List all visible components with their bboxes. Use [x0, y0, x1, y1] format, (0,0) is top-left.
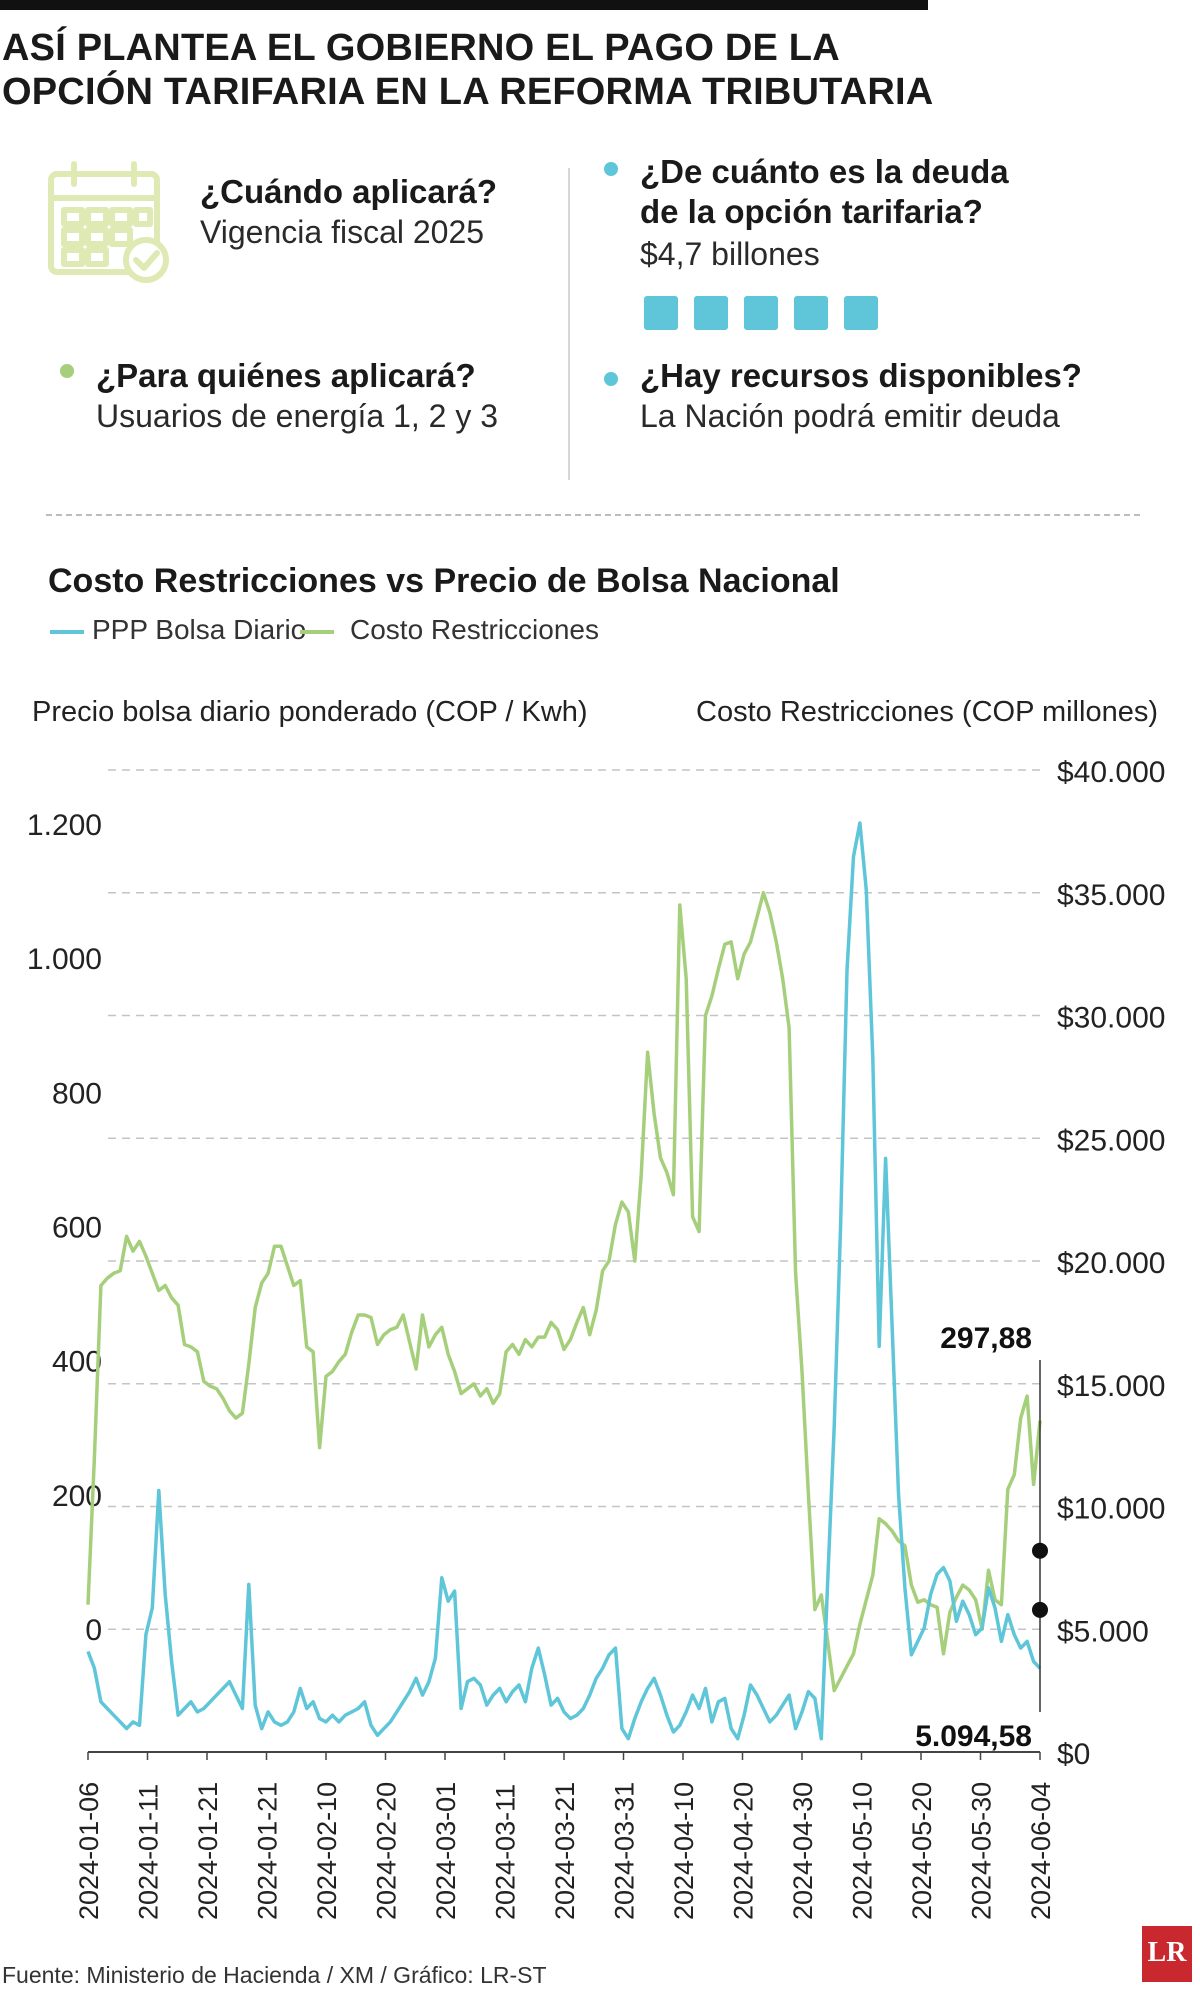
lr-logo: LR: [1142, 1926, 1192, 1982]
debt-answer: $4,7 billones: [640, 236, 820, 272]
series-line-costo-restricciones: [86, 891, 1042, 1693]
title-line-2: OPCIÓN TARIFARIA EN LA REFORMA TRIBUTARI…: [2, 71, 934, 113]
legend-bolsa: PPP Bolsa Diario: [92, 614, 307, 645]
x-tick-label: 2024-01-21: [253, 1782, 283, 1920]
when-question: ¿Cuándo aplicará?: [200, 173, 498, 210]
who-question: ¿Para quiénes aplicará?: [96, 357, 476, 394]
debt-square-3: [744, 296, 778, 330]
info-when: ¿Cuándo aplicará? Vigencia fiscal 2025: [200, 172, 497, 252]
debt-square-2: [694, 296, 728, 330]
debt-square-4: [794, 296, 828, 330]
page-title: ASÍ PLANTEA EL GOBIERNO EL PAGO DE LA OP…: [2, 26, 962, 114]
x-tick-label: 2024-01-11: [134, 1784, 164, 1920]
right-tick-label: $15.000: [1057, 1370, 1165, 1403]
x-tick-label: 2024-04-10: [669, 1782, 699, 1920]
annotation-dot-bolsa: [1032, 1601, 1048, 1618]
right-tick-label: $35.000: [1057, 879, 1165, 912]
right-tick-label: $5.000: [1057, 1615, 1149, 1648]
right-tick-label: $25.000: [1057, 1124, 1165, 1157]
info-resources: ¿Hay recursos disponibles? La Nación pod…: [640, 356, 1082, 436]
right-tick-label: $40.000: [1057, 756, 1165, 789]
debt-question-line-2: de la opción tarifaria?: [640, 193, 983, 230]
vertical-divider: [568, 168, 570, 480]
left-axis-title: Precio bolsa diario ponderado (COP / Kwh…: [32, 696, 588, 728]
right-tick-label: $10.000: [1057, 1493, 1165, 1526]
legend-swatch-bolsa: [50, 630, 84, 634]
x-tick-label: 2024-01-21: [193, 1782, 223, 1920]
info-who: ¿Para quiénes aplicará? Usuarios de ener…: [96, 356, 498, 436]
x-tick-label: 2024-05-10: [848, 1782, 878, 1920]
green-bullet-dot: [60, 364, 74, 378]
x-tick-label: 2024-06-04: [1026, 1782, 1056, 1920]
left-tick-label: 800: [52, 1077, 102, 1110]
info-debt: ¿De cuánto es la deuda de la opción tari…: [640, 152, 1009, 274]
x-tick-label: 2024-04-30: [788, 1782, 818, 1920]
right-axis-title: Costo Restricciones (COP millones): [696, 696, 1158, 728]
legend-swatch-restricciones: [300, 630, 334, 634]
source-note: Fuente: Ministerio de Hacienda / XM / Gr…: [2, 1962, 547, 1988]
title-line-1: ASÍ PLANTEA EL GOBIERNO EL PAGO DE LA: [2, 27, 840, 69]
dashed-divider: [46, 514, 1140, 516]
who-answer: Usuarios de energía 1, 2 y 3: [96, 398, 499, 434]
resources-answer: La Nación podrá emitir deuda: [640, 398, 1060, 434]
right-tick-label: $30.000: [1057, 1002, 1165, 1035]
x-tick-label: 2024-04-20: [729, 1782, 759, 1920]
x-tick-label: 2024-02-10: [312, 1782, 342, 1920]
right-tick-label: $20.000: [1057, 1247, 1165, 1280]
debt-square-1: [644, 296, 678, 330]
left-tick-label: 1.000: [27, 943, 102, 976]
x-tick-label: 2024-03-31: [610, 1782, 640, 1920]
x-tick-label: 2024-02-20: [372, 1782, 402, 1920]
annotation-dot-restricciones: [1032, 1542, 1048, 1559]
left-tick-label: 400: [52, 1346, 102, 1379]
x-tick-label: 2024-03-01: [431, 1782, 461, 1920]
top-rule: [0, 0, 928, 10]
annotation-label-restricciones: 297,88: [940, 1322, 1032, 1355]
x-tick-label: 2024-05-30: [967, 1782, 997, 1920]
debt-question-line-1: ¿De cuánto es la deuda: [640, 153, 1009, 190]
resources-question: ¿Hay recursos disponibles?: [640, 357, 1082, 394]
x-tick-label: 2024-03-21: [550, 1782, 580, 1920]
x-tick-label: 2024-01-06: [74, 1782, 104, 1920]
left-tick-label: 1.200: [27, 809, 102, 842]
debt-square-5: [844, 296, 878, 330]
calendar-icon: [48, 161, 169, 283]
left-tick-label: 0: [85, 1614, 102, 1647]
chart-title: Costo Restricciones vs Precio de Bolsa N…: [48, 562, 840, 600]
left-tick-label: 600: [52, 1212, 102, 1245]
blue-bullet-dot: [604, 372, 618, 386]
annotation-label-bolsa: 5.094,58: [915, 1720, 1032, 1753]
right-tick-label: $0: [1057, 1738, 1090, 1771]
legend-restricciones: Costo Restricciones: [350, 614, 599, 645]
when-answer: Vigencia fiscal 2025: [200, 214, 485, 250]
blue-bullet-dot: [604, 162, 618, 176]
x-tick-label: 2024-03-11: [491, 1784, 521, 1920]
series-line-ppp-bolsa: [86, 821, 1042, 1741]
x-tick-label: 2024-05-20: [907, 1782, 937, 1920]
